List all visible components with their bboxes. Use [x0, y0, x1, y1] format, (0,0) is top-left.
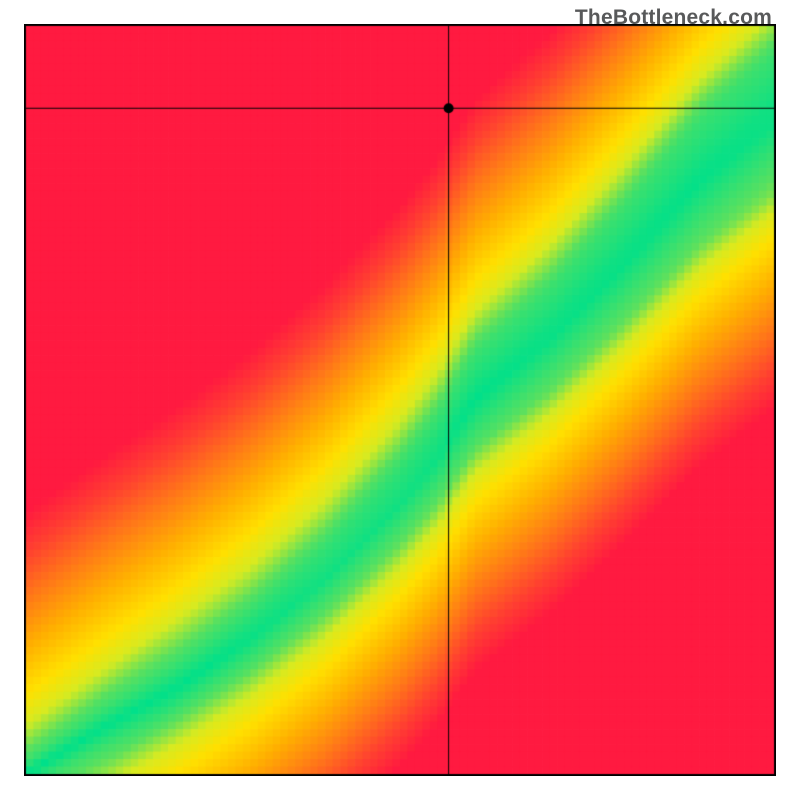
- bottleneck-heatmap: [24, 24, 776, 776]
